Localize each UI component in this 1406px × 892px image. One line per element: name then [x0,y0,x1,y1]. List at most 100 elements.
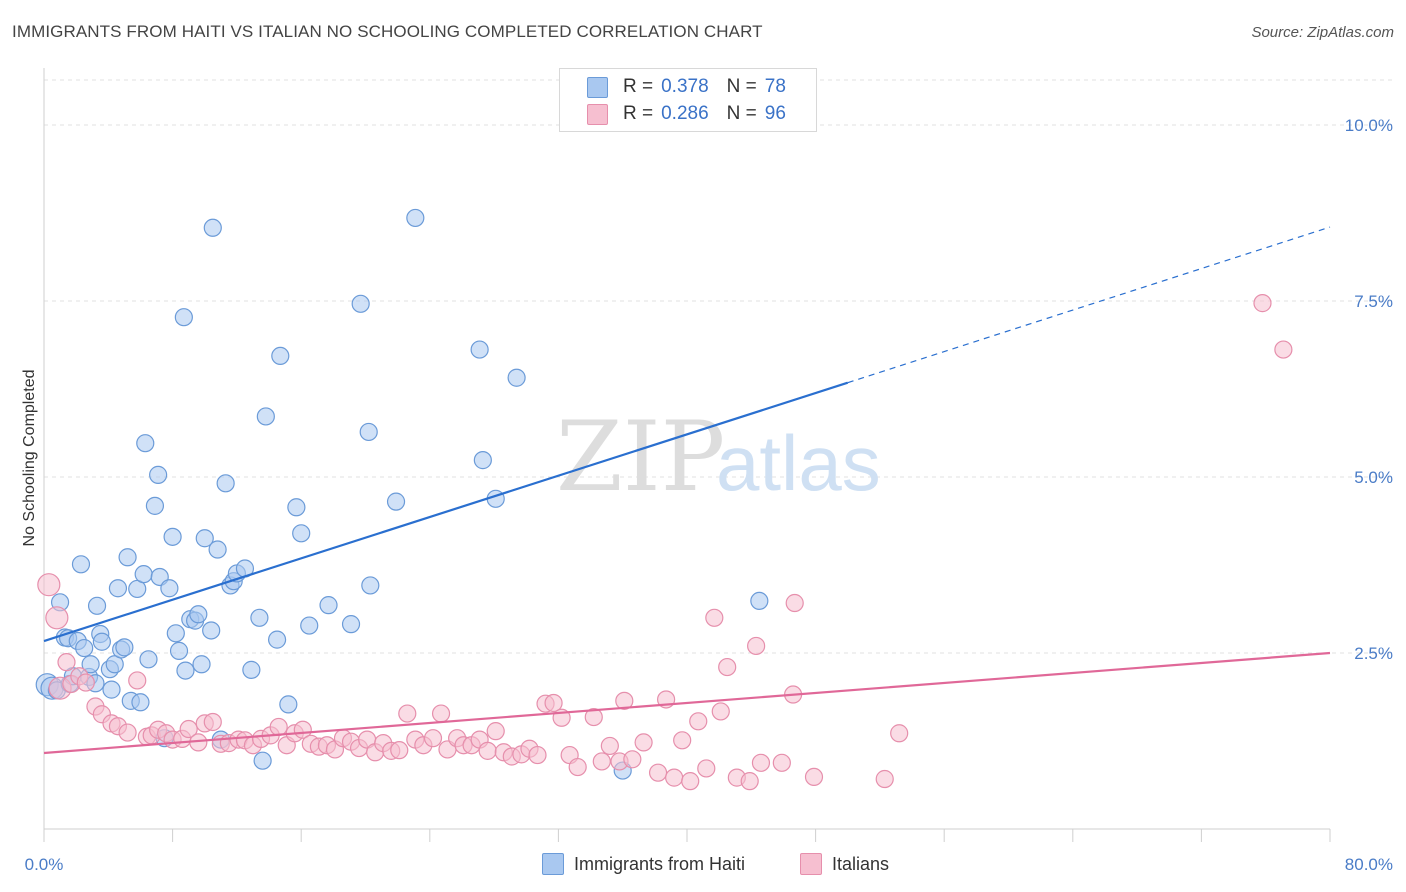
haiti-point [271,346,290,366]
legend-n-value-italians: 96 [764,103,786,124]
haiti-point [279,695,298,714]
legend-row-italians: R = 0.286 N = 96 [587,102,786,126]
italian-point [269,717,288,737]
haiti-point [163,527,182,546]
bottom-legend-haiti: Immigrants from Haiti [542,852,745,876]
bottom-legend-label-italians: Italians [832,853,890,874]
haiti-point [169,641,189,660]
italian-point [673,731,692,750]
correlation-legend: R = 0.378 N = 78 R = 0.286 N = 96 [559,68,817,132]
italian-point [648,763,668,782]
haiti-point [118,548,137,567]
italian-point [544,693,563,713]
italian-point [804,767,824,787]
x-tick-label: 80.0% [1345,855,1393,874]
legend-r-value-italians: 0.286 [661,103,709,124]
legend-n-label: N = [726,76,757,97]
italian-point [1253,294,1272,313]
haiti-point [160,579,179,598]
bottom-legend-italians: Italians [800,852,889,876]
haiti-trend-extension [847,226,1331,384]
haiti-point [75,638,94,658]
italian-point [697,759,716,778]
haiti-point [253,751,272,770]
haiti-point [192,655,211,674]
haiti-point [750,591,769,611]
italian-point [615,691,634,710]
italian-point [203,712,222,732]
italian-point [711,702,730,721]
y-axis-label: No Schooling Completed [21,370,38,547]
tick-labels: 2.5% 5.0% 7.5% 10.0% 0.0% 80.0% [25,116,1393,874]
haiti-point [292,524,311,543]
italian-point [45,606,69,630]
haiti-point [507,368,526,387]
haiti-point [102,680,121,699]
y-tick-label: 10.0% [1345,116,1393,135]
italian-point [57,653,76,672]
italian-point [751,753,771,772]
haiti-point [361,576,380,595]
haiti-point [250,608,269,627]
watermark-atlas: atlas [716,419,881,507]
haiti-point [473,451,492,470]
italian-point [423,729,443,748]
italian-point [179,719,198,739]
bottom-legend-swatch-haiti [542,853,564,875]
italian-point [584,707,603,727]
italian-trend-line [43,651,1331,755]
italian-point [398,704,417,723]
watermark: ZIP atlas [556,401,881,513]
haiti-point [189,605,208,624]
italian-point [431,704,451,723]
italian-point [390,741,409,760]
haiti-point [287,498,306,517]
x-tick-label: 0.0% [25,855,64,874]
haiti-point [136,434,155,453]
haiti-point [81,655,100,674]
italian-points [37,294,1293,791]
haiti-point [145,496,165,515]
haiti-point [300,616,319,635]
axes [43,68,1331,842]
haiti-point [134,565,153,584]
haiti-point [139,650,158,669]
haiti-point [341,615,361,634]
haiti-point [195,529,214,548]
haiti-point [131,693,150,712]
italian-point [890,724,909,743]
haiti-point [386,492,406,511]
bottom-legend-label-haiti: Immigrants from Haiti [574,853,746,874]
haiti-point [166,624,185,643]
haiti-trend-line [43,381,849,643]
haiti-point [470,340,489,359]
legend-row-haiti: R = 0.378 N = 78 [587,75,786,99]
italian-point [875,769,894,789]
legend-n-label: N = [726,103,757,124]
italian-point [747,636,766,656]
haiti-point [87,596,107,615]
y-tick-label: 5.0% [1354,468,1393,487]
y-tick-label: 2.5% [1354,644,1393,663]
italian-point [772,753,791,772]
italian-point [486,722,505,741]
y-tick-label: 7.5% [1354,292,1393,311]
haiti-point [267,630,287,649]
haiti-point [71,555,91,574]
italian-point [600,736,619,756]
italian-point [689,712,708,731]
legend-n-value-haiti: 78 [764,76,786,97]
trend-lines [43,226,1331,755]
italian-point [665,768,684,787]
italian-point [37,573,61,597]
haiti-point [216,474,235,493]
legend-r-label: R = [623,103,654,124]
haiti-point [174,308,193,327]
italian-point [118,723,137,742]
haiti-point [115,638,134,657]
haiti-point [319,596,338,615]
italian-point [528,745,547,765]
italian-point [705,608,724,627]
haiti-point [203,218,222,237]
